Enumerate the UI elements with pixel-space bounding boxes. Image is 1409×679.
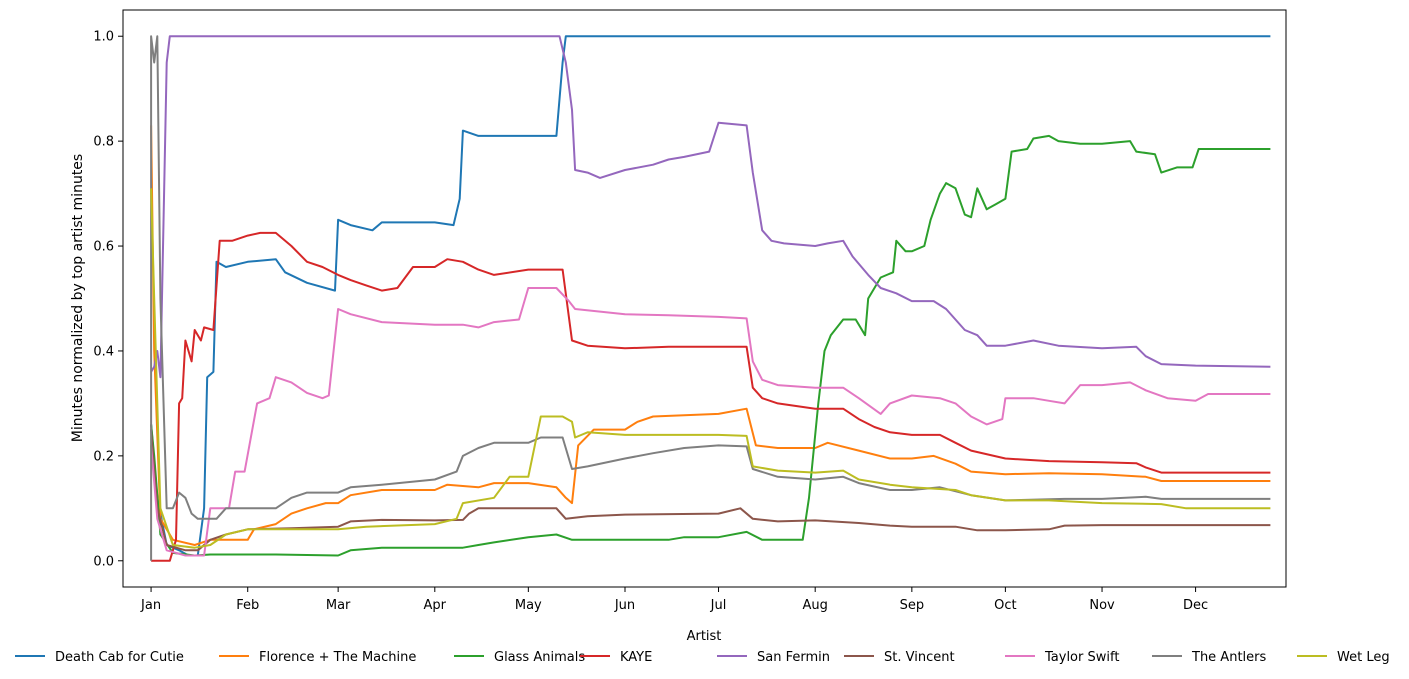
y-tick-label: 0.0 [93, 554, 114, 569]
x-tick-label: Sep [900, 598, 925, 613]
legend-label: Wet Leg [1337, 650, 1390, 665]
series-line-6 [150, 287, 1271, 557]
x-tick-label: May [515, 598, 542, 613]
x-tick-label: Aug [802, 598, 827, 613]
legend-label: Death Cab for Cutie [55, 650, 184, 665]
legend-label: Florence + The Machine [259, 650, 416, 665]
plot-area [122, 9, 1287, 588]
series-line-3 [151, 231, 1271, 562]
series-line-2 [150, 134, 1271, 557]
series-line-8 [150, 188, 1271, 549]
legend-label: The Antlers [1191, 650, 1266, 665]
y-tick-label: 0.6 [93, 240, 114, 255]
x-tick-label: Mar [326, 598, 351, 613]
legend-title: Artist [687, 629, 722, 644]
y-tick-label: 0.8 [93, 135, 114, 150]
legend-label: Taylor Swift [1044, 650, 1119, 665]
y-axis: 0.0 0.2 0.4 0.6 0.8 1.0 [93, 30, 123, 569]
legend-label: St. Vincent [884, 650, 955, 665]
x-tick-label: Jul [710, 598, 727, 613]
series-layer [150, 35, 1271, 562]
x-tick-label: Dec [1183, 598, 1208, 613]
series-line-1 [150, 125, 1271, 546]
legend-label: Glass Animals [494, 650, 585, 665]
legend-label: KAYE [620, 650, 652, 665]
legend: Death Cab for Cutie Florence + The Machin… [15, 650, 1390, 665]
y-tick-label: 0.4 [93, 344, 114, 359]
legend-label: San Fermin [757, 650, 830, 665]
x-tick-label: Apr [424, 598, 447, 613]
y-tick-label: 1.0 [93, 30, 114, 45]
y-tick-label: 0.2 [93, 449, 114, 464]
x-tick-label: Feb [236, 598, 259, 613]
x-tick-label: Jan [140, 598, 161, 613]
x-tick-label: Nov [1089, 598, 1115, 613]
series-line-4 [150, 35, 1271, 379]
y-axis-label: Minutes normalized by top artist minutes [70, 154, 86, 442]
x-tick-label: Jun [614, 598, 635, 613]
x-axis: Jan Feb Mar Apr May Jun Jul Aug Sep Oct Nov Dec [140, 587, 1208, 613]
series-line-7 [150, 35, 1271, 561]
x-tick-label: Oct [994, 598, 1016, 613]
